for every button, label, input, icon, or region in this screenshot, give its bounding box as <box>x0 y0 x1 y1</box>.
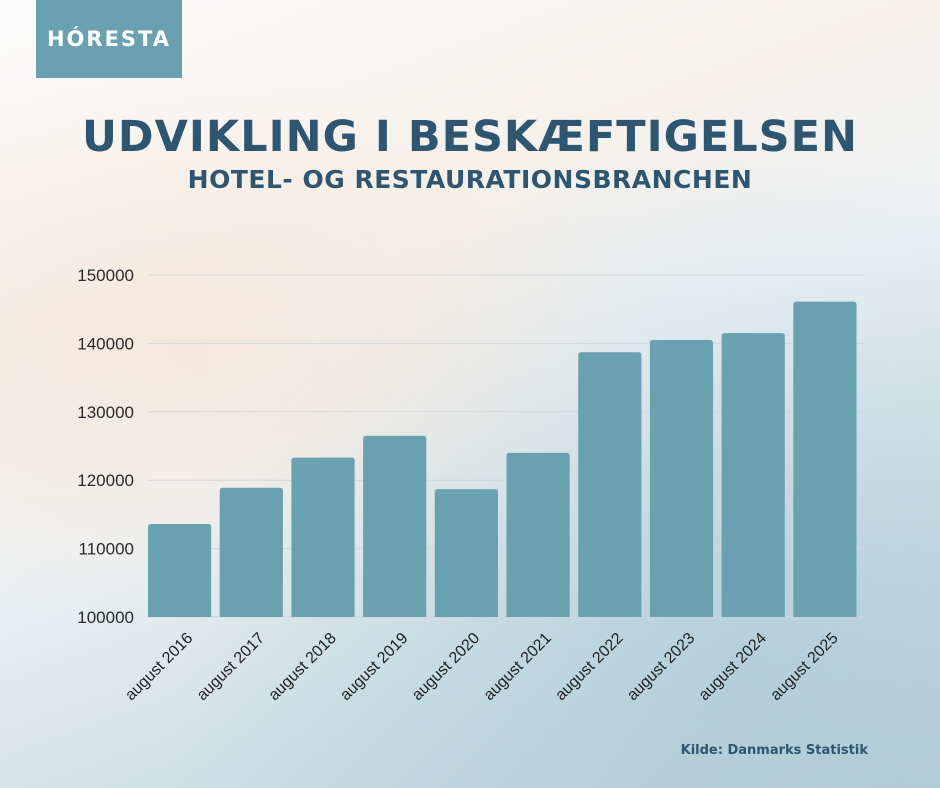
y-tick-label: 140000 <box>77 334 134 353</box>
x-tick-label: august 2023 <box>624 630 698 704</box>
chart-subtitle: HOTEL- OG RESTAURATIONSBRANCHEN <box>187 165 753 194</box>
horesta-logo: HÓRESTA <box>36 0 182 78</box>
x-tick-label: august 2024 <box>696 630 770 704</box>
bar <box>793 301 857 617</box>
x-tick-label: august 2020 <box>409 630 483 704</box>
chart-title: UDVIKLING I BESKÆFTIGELSEN <box>81 112 859 162</box>
bar <box>291 457 355 617</box>
bar <box>363 435 427 617</box>
bar <box>148 523 212 617</box>
y-tick-label: 110000 <box>79 540 134 559</box>
x-tick-label: august 2018 <box>266 630 340 704</box>
x-tick-label: august 2022 <box>552 630 626 704</box>
source-note: Kilde: Danmarks Statistik <box>680 743 868 758</box>
x-tick-label: august 2017 <box>194 630 268 704</box>
bar <box>649 339 714 617</box>
x-tick-label: august 2016 <box>122 630 196 704</box>
bar <box>434 489 498 617</box>
bar <box>506 452 570 617</box>
x-tick-label: august 2021 <box>481 630 555 704</box>
bar <box>721 333 785 617</box>
y-tick-label: 120000 <box>77 471 134 490</box>
x-tick-label: august 2025 <box>767 630 841 704</box>
x-tick-label: august 2019 <box>337 630 411 704</box>
y-tick-label: 130000 <box>77 403 134 422</box>
y-tick-label: 150000 <box>77 266 134 285</box>
bar <box>578 352 642 617</box>
y-tick-label: 100000 <box>77 608 134 627</box>
bar <box>219 487 283 617</box>
